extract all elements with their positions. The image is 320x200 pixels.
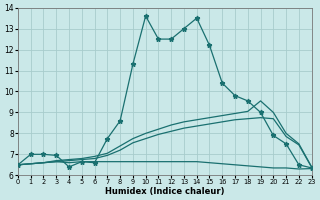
X-axis label: Humidex (Indice chaleur): Humidex (Indice chaleur) xyxy=(105,187,225,196)
